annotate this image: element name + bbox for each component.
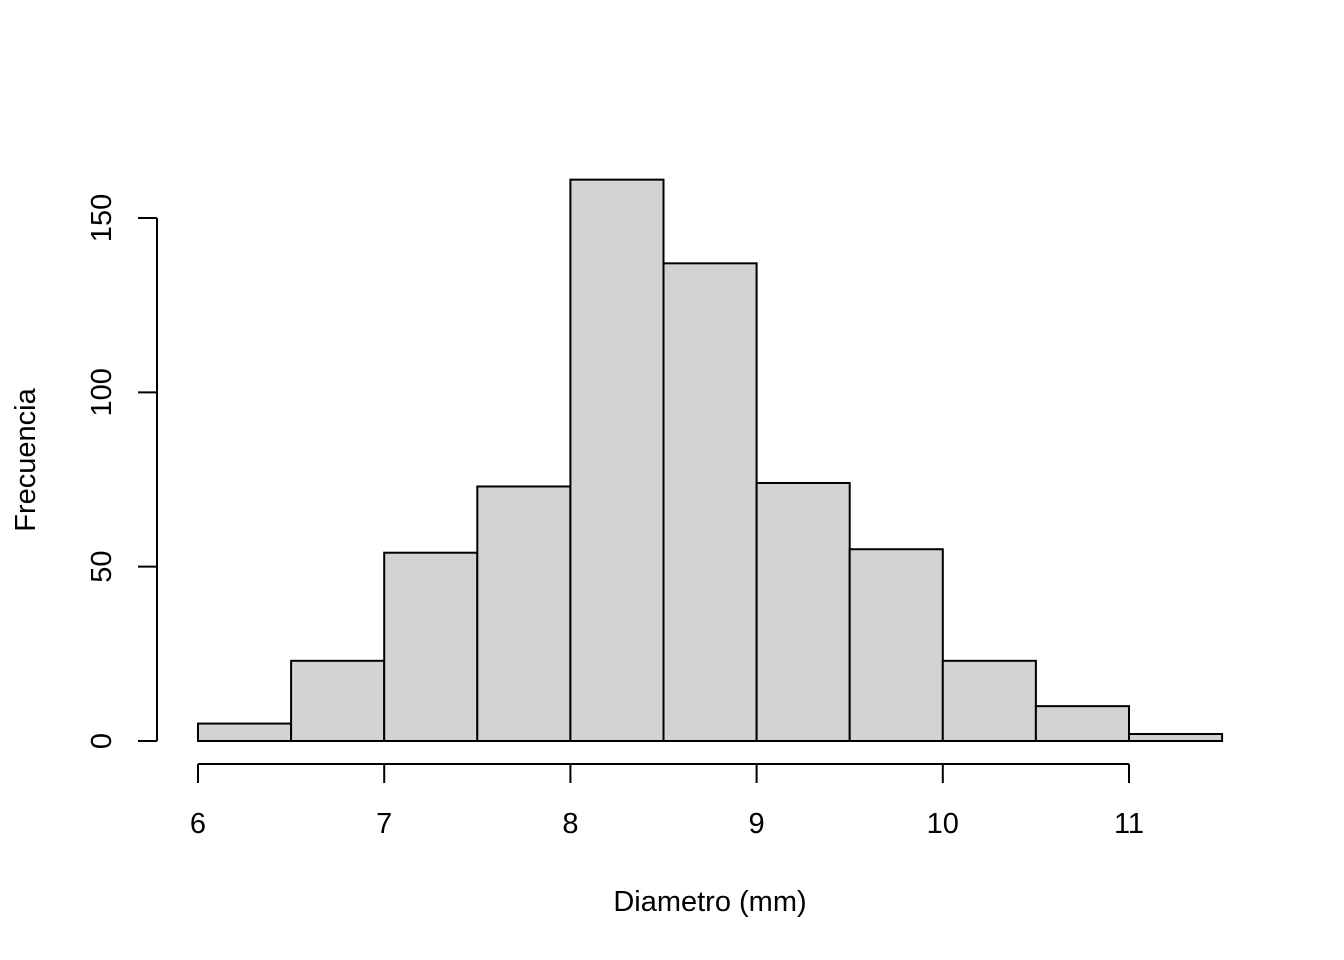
x-tick-label: 10 [927,808,959,840]
histogram-bar [1128,733,1224,743]
histogram-bar [569,178,665,742]
histogram-bar [848,548,944,742]
bars [197,178,1224,743]
histogram-bar [1034,705,1131,743]
histogram-bar [755,481,851,742]
histogram-bar [941,659,1037,742]
histogram-bar [383,551,479,742]
y-tick-label: 0 [86,733,118,749]
histogram-bar [476,485,572,742]
histogram-bar [662,262,758,742]
x-tick-label: 8 [562,808,578,840]
y-axis-label: Frecuencia [10,387,42,531]
x-axis: 6 7 8 9 10 11 [190,763,1144,840]
y-tick-label: 100 [86,368,118,416]
y-tick-label: 50 [86,551,118,583]
x-axis-label: Diametro (mm) [613,886,806,918]
x-tick-label: 9 [749,808,765,840]
x-tick-label: 6 [190,808,206,840]
y-axis: 0 50 100 150 [86,194,158,749]
y-tick-label: 150 [86,194,118,242]
x-tick-label: 11 [1114,808,1144,840]
histogram-bar [290,659,386,742]
histogram-bar [197,722,293,742]
x-tick-label: 7 [376,808,392,840]
